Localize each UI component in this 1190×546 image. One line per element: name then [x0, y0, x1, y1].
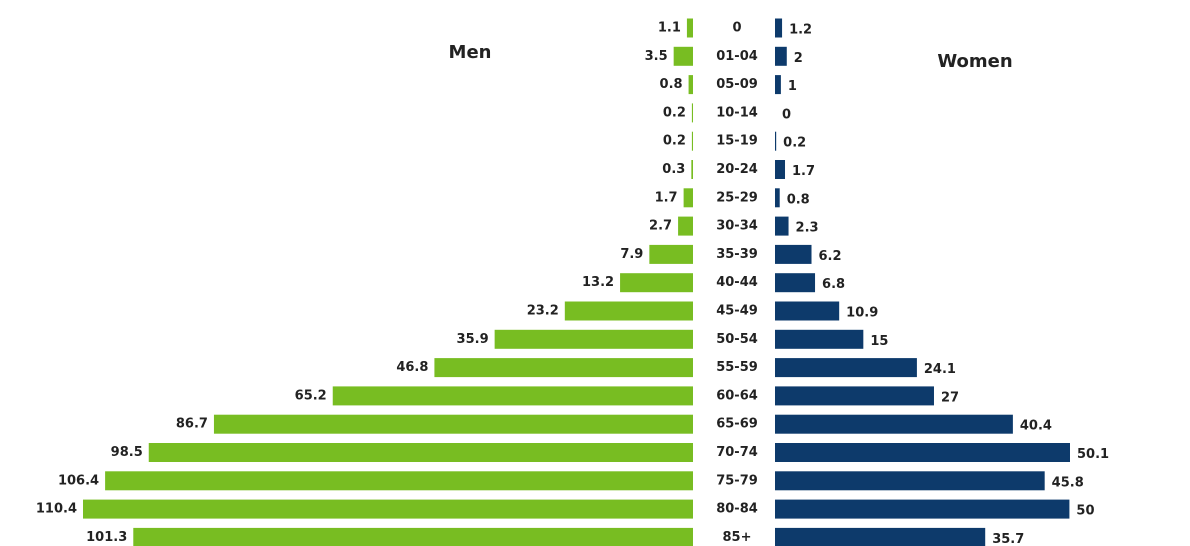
- category-label: 85+: [723, 530, 752, 545]
- category-label: 05-09: [716, 77, 758, 92]
- bar: [564, 301, 693, 321]
- category-label: 60-64: [716, 388, 758, 403]
- value-label: 23.2: [527, 304, 559, 319]
- category-label: 10-14: [716, 105, 758, 120]
- bar: [775, 386, 934, 406]
- value-label: 0.2: [663, 105, 686, 120]
- bar: [775, 244, 812, 264]
- value-label: 0.2: [663, 134, 686, 149]
- bar: [775, 18, 783, 38]
- value-label: 13.2: [582, 275, 614, 290]
- category-label: 70-74: [716, 445, 758, 460]
- value-label: 110.4: [36, 502, 77, 517]
- bar: [133, 527, 694, 546]
- value-label: 0: [782, 107, 791, 122]
- value-label: 1.2: [789, 23, 812, 38]
- value-label: 24.1: [924, 362, 956, 377]
- value-label: 2.7: [649, 219, 672, 234]
- bar: [105, 471, 694, 491]
- category-label: 35-39: [716, 247, 758, 262]
- value-label: 0.2: [783, 136, 806, 151]
- series-title: Men: [449, 42, 492, 63]
- value-label: 6.8: [822, 277, 845, 292]
- category-label: 75-79: [716, 473, 758, 488]
- bar: [434, 358, 693, 378]
- category-label: 80-84: [716, 502, 758, 517]
- category-label: 45-49: [716, 304, 758, 319]
- value-label: 0.8: [787, 192, 810, 207]
- value-label: 3.5: [645, 49, 668, 64]
- series-title: Women: [937, 51, 1012, 72]
- bar: [775, 131, 777, 151]
- value-label: 46.8: [396, 360, 428, 375]
- bar: [691, 131, 693, 151]
- category-label: 25-29: [716, 190, 758, 205]
- bar: [775, 414, 1013, 434]
- value-label: 7.9: [620, 247, 643, 262]
- value-label: 0.8: [660, 77, 683, 92]
- value-label: 98.5: [111, 445, 143, 460]
- bar: [213, 414, 693, 434]
- value-label: 27: [941, 390, 959, 405]
- bar: [775, 188, 780, 208]
- value-label: 50.1: [1077, 447, 1109, 462]
- bar: [688, 75, 693, 95]
- bar: [775, 329, 864, 349]
- value-label: 1.1: [658, 21, 681, 36]
- bar: [678, 216, 693, 236]
- value-label: 35.7: [992, 532, 1024, 546]
- category-label: 50-54: [716, 332, 758, 347]
- bar: [332, 386, 693, 406]
- value-label: 2.3: [796, 221, 819, 236]
- bar: [83, 499, 693, 519]
- bar: [620, 273, 693, 293]
- bar: [494, 329, 693, 349]
- value-label: 45.8: [1052, 475, 1084, 490]
- bar: [691, 103, 693, 123]
- value-label: 65.2: [295, 388, 327, 403]
- category-label: 20-24: [716, 162, 758, 177]
- bar: [673, 46, 693, 66]
- category-label: 55-59: [716, 360, 758, 375]
- value-label: 6.2: [819, 249, 842, 264]
- bar: [775, 75, 781, 95]
- category-label: 01-04: [716, 49, 758, 64]
- value-label: 101.3: [86, 530, 127, 545]
- bar: [775, 499, 1070, 519]
- bar: [686, 18, 693, 38]
- bar: [775, 216, 789, 236]
- category-label: 0: [732, 21, 741, 36]
- category-label: 15-19: [716, 134, 758, 149]
- value-label: 0.3: [662, 162, 685, 177]
- value-label: 35.9: [457, 332, 489, 347]
- bar: [775, 273, 816, 293]
- value-label: 15: [870, 334, 888, 349]
- bar: [775, 471, 1045, 491]
- value-label: 50: [1076, 504, 1094, 519]
- category-label: 30-34: [716, 219, 758, 234]
- value-label: 1: [788, 79, 797, 94]
- bar: [649, 244, 693, 264]
- bar: [775, 160, 786, 179]
- bar: [775, 443, 1070, 462]
- value-label: 1.7: [655, 190, 678, 205]
- bar: [691, 160, 693, 179]
- bar: [683, 188, 693, 208]
- value-label: 2: [794, 51, 803, 66]
- value-label: 10.9: [846, 306, 878, 321]
- bar: [775, 46, 787, 66]
- bar: [775, 358, 917, 378]
- bar: [775, 527, 986, 546]
- category-label: 40-44: [716, 275, 758, 290]
- bar: [775, 301, 840, 321]
- category-label: 65-69: [716, 417, 758, 432]
- value-label: 1.7: [792, 164, 815, 179]
- value-label: 106.4: [58, 473, 99, 488]
- value-label: 86.7: [176, 417, 208, 432]
- value-label: 40.4: [1020, 419, 1052, 434]
- bar: [148, 443, 693, 462]
